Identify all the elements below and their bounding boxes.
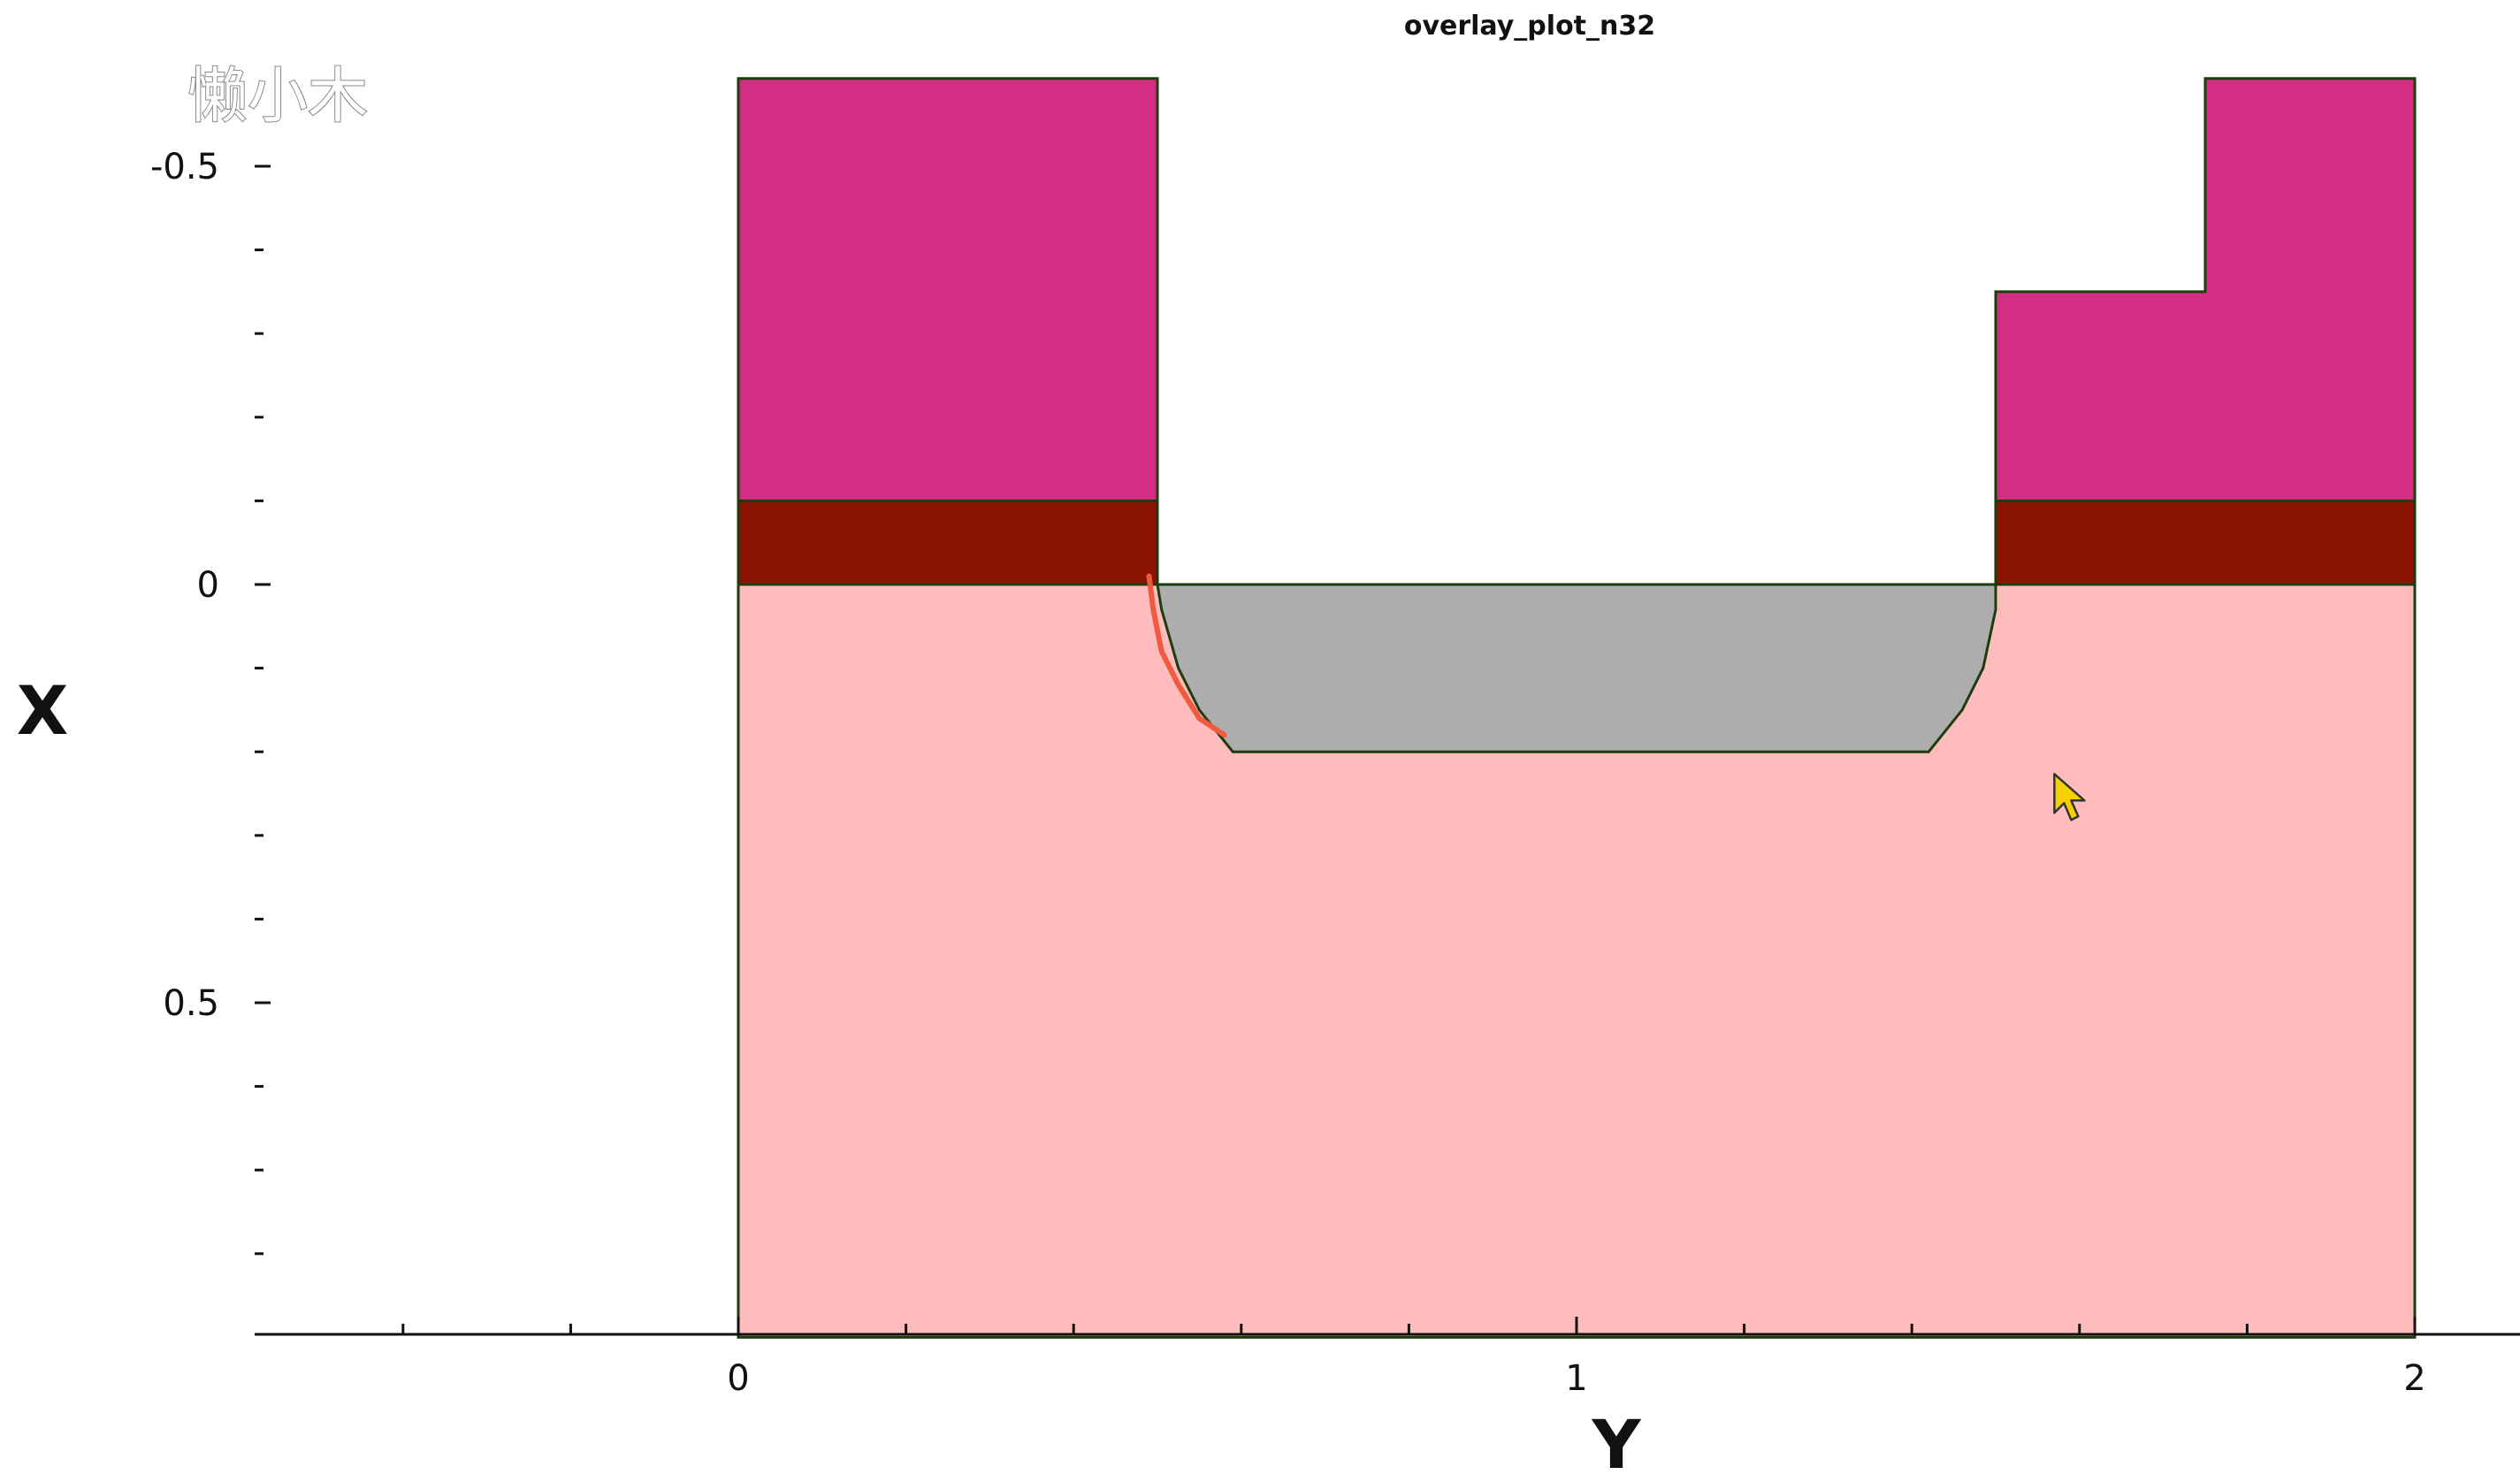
mouse-cursor-icon (2053, 773, 2086, 821)
region-trench-fill (1156, 583, 1997, 753)
x-tick-label: 0 (727, 1358, 749, 1399)
watermark: 懒小木 (187, 62, 368, 132)
y-axis-ticks: -0.5 0 0.5 (150, 147, 271, 1256)
y-axis-label: X (17, 671, 69, 750)
material-regions (737, 77, 2417, 1339)
region-dark-layer-left (737, 499, 1159, 586)
x-axis-label: Y (1591, 1405, 1641, 1482)
y-tick-label: 0 (197, 565, 219, 606)
red-hand-drawn-mark (1146, 573, 1227, 738)
axes: 0 1 2 -0.5 0 0.5 (150, 147, 2520, 1399)
x-tick-label: 1 (1565, 1358, 1587, 1399)
y-tick-label: 0.5 (163, 983, 219, 1024)
y-tick-label: -0.5 (150, 147, 219, 187)
chart-title: overlay_plot_n32 (1404, 11, 1655, 42)
region-top-layer-right (1994, 77, 2417, 502)
region-top-layer-left (737, 77, 1159, 502)
region-dark-layer-right (1994, 499, 2417, 586)
x-axis-ticks: 0 1 2 (401, 1317, 2426, 1399)
x-tick-label: 2 (2403, 1358, 2425, 1399)
